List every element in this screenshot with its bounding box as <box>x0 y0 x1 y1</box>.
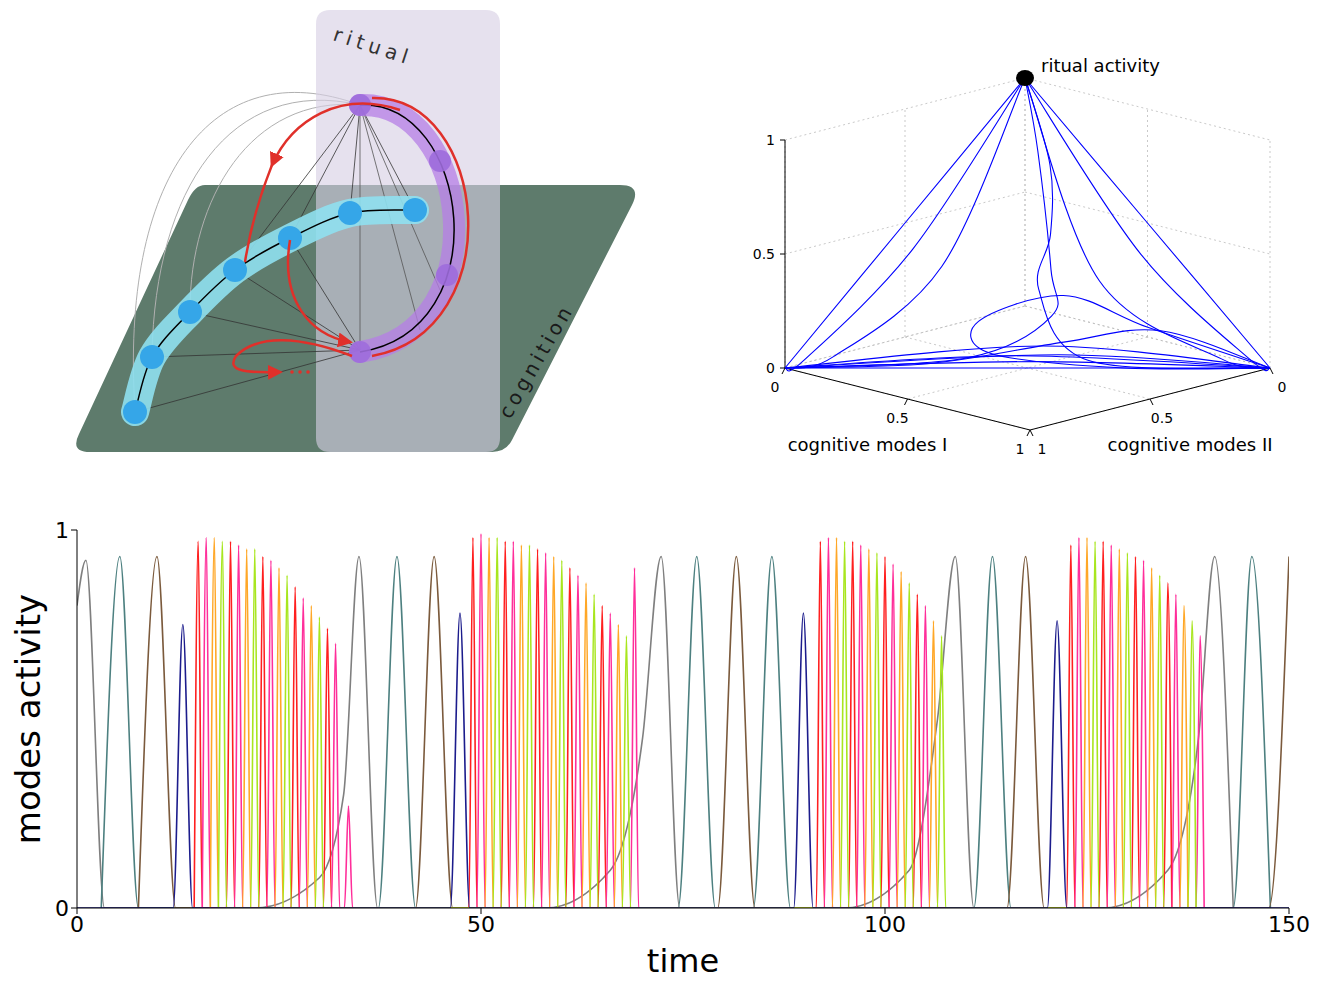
svg-text:150: 150 <box>1268 912 1310 937</box>
svg-text:1: 1 <box>1038 441 1047 457</box>
svg-text:cognitive modes I: cognitive modes I <box>788 434 948 455</box>
svg-text:ritual activity: ritual activity <box>1041 55 1160 76</box>
svg-text:0: 0 <box>771 379 780 395</box>
svg-text:0.5: 0.5 <box>886 410 908 426</box>
svg-text:0: 0 <box>70 912 84 937</box>
svg-text:cognitive modes II: cognitive modes II <box>1107 434 1272 455</box>
svg-text:cognition: cognition <box>494 299 579 422</box>
svg-text:1: 1 <box>55 518 69 543</box>
svg-text:ritual: ritual <box>330 22 416 70</box>
svg-text:0.5: 0.5 <box>753 246 775 262</box>
svg-text:50: 50 <box>467 912 495 937</box>
svg-text:1: 1 <box>766 132 775 148</box>
svg-text:0: 0 <box>1278 379 1287 395</box>
svg-text:0: 0 <box>55 896 69 921</box>
svg-text:modes activity: modes activity <box>8 594 48 844</box>
svg-text:time: time <box>647 942 719 980</box>
svg-text:0.5: 0.5 <box>1151 410 1173 426</box>
svg-text:100: 100 <box>864 912 906 937</box>
svg-text:0: 0 <box>766 360 775 376</box>
svg-text:1: 1 <box>1016 441 1025 457</box>
